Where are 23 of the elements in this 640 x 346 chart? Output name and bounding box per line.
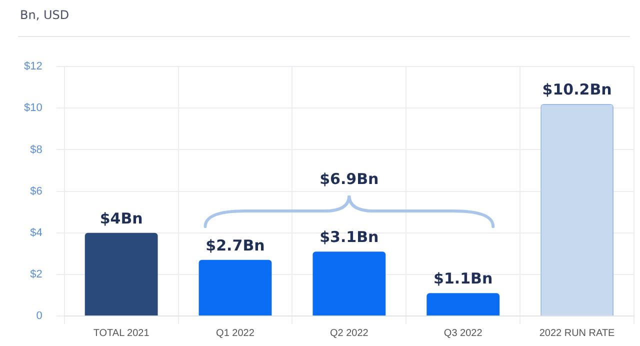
bar (312, 252, 386, 316)
y-tick-label: $6 (30, 185, 42, 198)
data-label: $1.1Bn (434, 270, 493, 288)
y-tick-label: 0 (36, 310, 42, 322)
data-label: $10.2Bn (542, 80, 612, 98)
y-tick-label: $2 (30, 268, 42, 280)
y-tick-label: $12 (24, 60, 42, 73)
chart-subtitle: Bn, USD (20, 8, 70, 22)
data-label: $2.7Bn (206, 236, 265, 254)
annotation: $6.9Bn (320, 170, 379, 188)
bar (426, 293, 500, 316)
y-tick-label: $4 (30, 226, 42, 239)
y-tick-label: $10 (24, 102, 42, 114)
bar (198, 260, 272, 316)
x-tick-label: Q3 2022 (444, 328, 483, 339)
data-label: $4Bn (100, 209, 143, 228)
x-tick-label: Q1 2022 (216, 328, 255, 339)
x-tick-label: TOTAL 2021 (93, 328, 150, 339)
y-tick-label: $8 (30, 144, 42, 156)
data-label: $3.1Bn (320, 228, 379, 246)
x-tick-label: 2022 RUN RATE (539, 328, 616, 339)
x-tick-label: Q2 2022 (330, 328, 369, 339)
bar (84, 232, 158, 316)
